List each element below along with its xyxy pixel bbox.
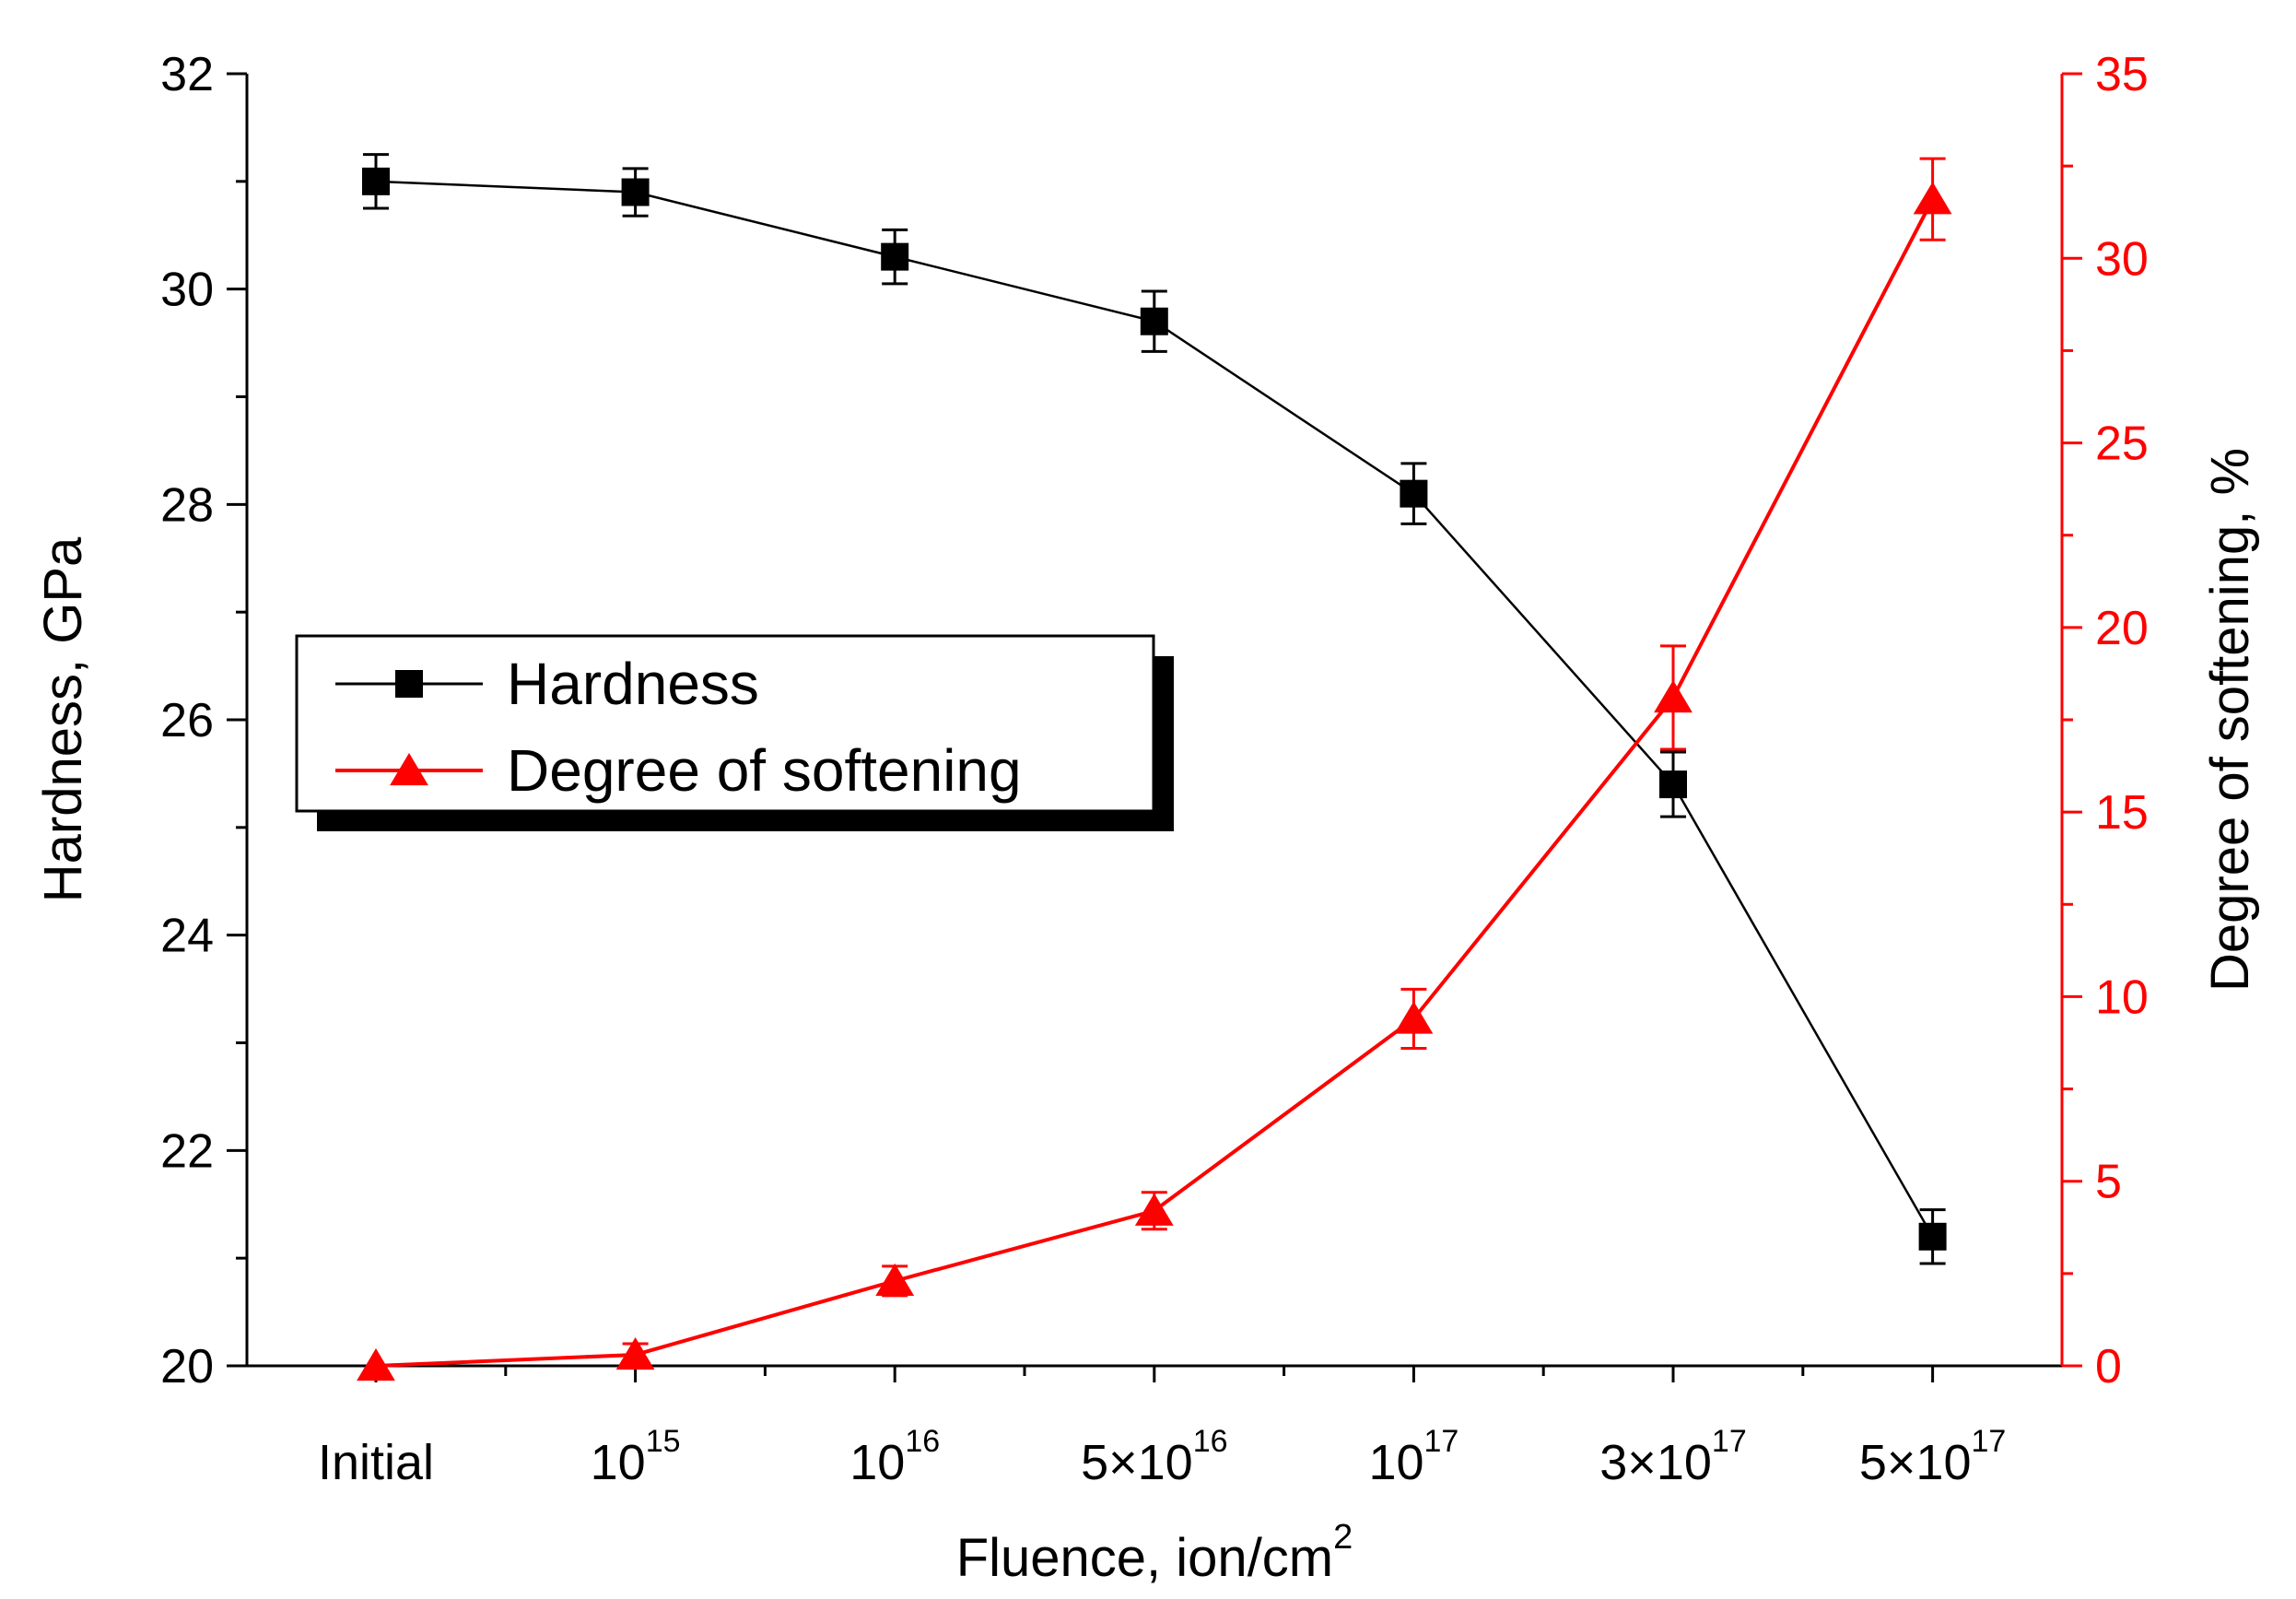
y-right-tick-label: 35	[2095, 48, 2149, 101]
data-point	[1140, 307, 1168, 335]
x-axis-title-text: Fluence, ion/cm	[956, 1528, 1333, 1588]
y-left-tick-label: 28	[160, 478, 214, 532]
legend: Hardness Degree of softening	[295, 634, 1174, 831]
series-layer	[357, 153, 1952, 1381]
legend-box	[295, 634, 1155, 813]
data-point	[1400, 479, 1428, 508]
y-right-tick-label: 10	[2095, 970, 2149, 1024]
data-point	[1134, 1193, 1174, 1226]
y-right-axis-title: Degree of softening, %	[2200, 448, 2260, 992]
x-tick-label: Initial	[318, 1435, 434, 1490]
y-left-axis-title: Hardness, GPa	[33, 536, 93, 902]
data-point	[1394, 1001, 1434, 1034]
x-tick-label: 1016	[849, 1424, 940, 1490]
x-tick-label-base: 10	[591, 1435, 646, 1490]
axes-layer: Initial 1015 1016 5×1016 1017 3×1017 5×1017Flu…	[33, 48, 2260, 1588]
y-left-tick-label: 22	[160, 1124, 214, 1178]
y-right-tick-label: 0	[2095, 1340, 2122, 1393]
x-tick-label-exponent: 16	[1193, 1424, 1228, 1459]
y-right-tick-label: 30	[2095, 232, 2149, 286]
x-tick-label-base: 5×10	[1081, 1435, 1193, 1490]
data-point	[875, 1263, 915, 1297]
x-tick-label-base: 5×10	[1859, 1435, 1972, 1490]
x-tick-label-exponent: 16	[905, 1424, 940, 1459]
x-tick-label-exponent: 17	[1424, 1424, 1459, 1459]
y-left-tick-label: 26	[160, 694, 214, 747]
x-tick-label-exponent: 17	[1972, 1424, 2007, 1459]
y-left-tick-label: 20	[160, 1340, 214, 1393]
y-right-tick-label: 25	[2095, 417, 2149, 471]
y-right-tick-label: 15	[2095, 786, 2149, 840]
data-point	[1659, 770, 1687, 799]
series-hardness	[362, 153, 1947, 1265]
x-tick-label-base: 10	[1368, 1435, 1423, 1490]
x-tick-label: 1017	[1368, 1424, 1458, 1490]
x-tick-label-base: 3×10	[1599, 1435, 1712, 1490]
x-tick-label: 3×1017	[1599, 1424, 1746, 1490]
data-point	[1654, 679, 1693, 713]
legend-label: Hardness	[507, 651, 759, 717]
y-left-tick-label: 32	[160, 48, 214, 101]
y-left-tick-label: 24	[160, 910, 214, 963]
x-tick-label: 1015	[591, 1424, 681, 1490]
series-degree-of-softening	[357, 157, 1952, 1381]
data-point	[357, 1348, 395, 1381]
y-right-tick-label: 5	[2095, 1156, 2122, 1209]
x-axis-title: Fluence, ion/cm2	[956, 1518, 1353, 1588]
data-point	[615, 1336, 655, 1370]
x-tick-label-exponent: 15	[646, 1424, 681, 1459]
data-point	[362, 167, 390, 195]
x-tick-label-base: Initial	[318, 1435, 434, 1490]
x-tick-label-exponent: 17	[1712, 1424, 1747, 1459]
y-right-tick-label: 20	[2095, 602, 2149, 655]
data-point	[1913, 182, 1952, 215]
x-tick-label: 5×1016	[1081, 1424, 1227, 1490]
x-tick-label: 5×1017	[1859, 1424, 2006, 1490]
data-point	[621, 178, 650, 206]
x-tick-label-base: 10	[849, 1435, 905, 1490]
legend-label: Degree of softening	[507, 737, 1022, 804]
legend-marker-square	[395, 670, 423, 698]
data-point	[881, 242, 909, 271]
x-axis-title-exponent: 2	[1333, 1518, 1353, 1557]
legend-marker-triangle	[390, 753, 428, 786]
y-left-tick-label: 30	[160, 264, 214, 317]
data-point	[1918, 1222, 1947, 1251]
